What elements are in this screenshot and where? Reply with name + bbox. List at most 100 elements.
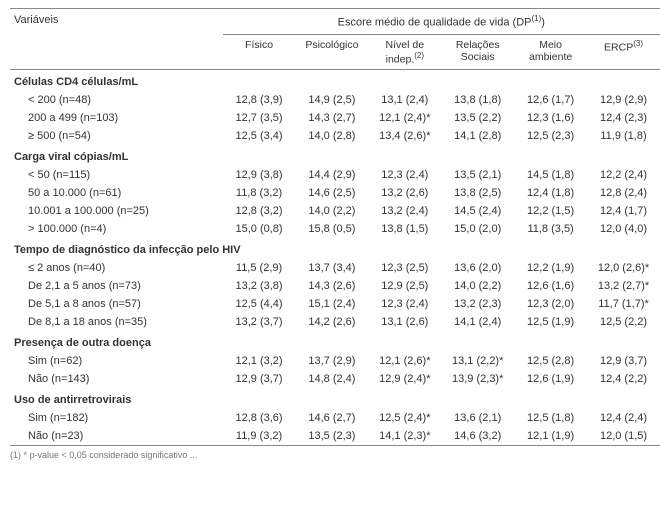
cell-value: 12,1 (3,2) [223,352,296,370]
col-fisico: Físico [223,34,296,70]
cell-value: 14,0 (2,8) [295,127,368,145]
cell-value: 13,6 (2,0) [441,259,514,277]
cell-value: 13,8 (1,8) [441,91,514,109]
cell-value: 14,1 (2,4) [441,313,514,331]
cell-value: 12,8 (3,2) [223,202,296,220]
cell-value: 12,5 (1,9) [514,313,587,331]
section-title: Presença de outra doença [10,331,660,352]
cell-value: 12,2 (1,5) [514,202,587,220]
row-label: 10.001 a 100.000 (n=25) [10,202,223,220]
cell-value: 12,3 (2,0) [514,295,587,313]
cell-value: 15,0 (2,0) [441,220,514,238]
cell-value: 13,9 (2,3)* [441,370,514,388]
table-row: > 100.000 (n=4)15,0 (0,8)15,8 (0,5)13,8 … [10,220,660,238]
table-row: 200 a 499 (n=103)12,7 (3,5)14,3 (2,7)12,… [10,109,660,127]
row-label: Não (n=23) [10,427,223,445]
cell-value: 15,0 (0,8) [223,220,296,238]
cell-value: 14,8 (2,4) [295,370,368,388]
cell-value: 12,5 (2,2) [587,313,660,331]
cell-value: 12,4 (2,3) [587,109,660,127]
cell-value: 11,9 (3,2) [223,427,296,445]
row-label: 200 a 499 (n=103) [10,109,223,127]
row-label: < 200 (n=48) [10,91,223,109]
cell-value: 12,3 (2,4) [368,166,441,184]
cell-value: 14,9 (2,5) [295,91,368,109]
cell-value: 11,8 (3,5) [514,220,587,238]
cell-value: 12,4 (1,7) [587,202,660,220]
cell-value: 12,9 (2,9) [587,91,660,109]
cell-value: 13,5 (2,3) [295,427,368,445]
cell-value: 12,6 (1,9) [514,370,587,388]
cell-value: 13,1 (2,4) [368,91,441,109]
table-row: Não (n=143)12,9 (3,7)14,8 (2,4)12,9 (2,4… [10,370,660,388]
cell-value: 12,5 (3,4) [223,127,296,145]
section-title: Tempo de diagnóstico da infecção pelo HI… [10,238,660,259]
row-label: ≥ 500 (n=54) [10,127,223,145]
cell-value: 12,0 (4,0) [587,220,660,238]
section-title: Uso de antirretrovirais [10,388,660,409]
table-row: De 2,1 a 5 anos (n=73)13,2 (3,8)14,3 (2,… [10,277,660,295]
cell-value: 11,7 (1,7)* [587,295,660,313]
cell-value: 12,5 (2,4)* [368,409,441,427]
header-variaveis: Variáveis [10,9,223,70]
row-label: De 2,1 a 5 anos (n=73) [10,277,223,295]
cell-value: 12,5 (2,8) [514,352,587,370]
cell-value: 12,1 (1,9) [514,427,587,445]
cell-value: 13,8 (2,5) [441,184,514,202]
cell-value: 14,6 (2,5) [295,184,368,202]
cell-value: 12,8 (3,9) [223,91,296,109]
cell-value: 12,3 (2,5) [368,259,441,277]
cell-value: 12,4 (1,8) [514,184,587,202]
row-label: > 100.000 (n=4) [10,220,223,238]
row-label: < 50 (n=115) [10,166,223,184]
cell-value: 12,5 (1,8) [514,409,587,427]
table-row: 10.001 a 100.000 (n=25)12,8 (3,2)14,0 (2… [10,202,660,220]
cell-value: 13,1 (2,2)* [441,352,514,370]
col-ercp: ERCP(3) [587,34,660,70]
cell-value: 11,9 (1,8) [587,127,660,145]
cell-value: 12,5 (4,4) [223,295,296,313]
cell-value: 13,2 (2,6) [368,184,441,202]
cell-value: 15,1 (2,4) [295,295,368,313]
col-meio-ambiente: Meio ambiente [514,34,587,70]
col-relacoes: Relações Sociais [441,34,514,70]
cell-value: 13,7 (2,9) [295,352,368,370]
cell-value: 12,1 (2,4)* [368,109,441,127]
cell-value: 12,9 (3,7) [223,370,296,388]
cell-value: 13,6 (2,1) [441,409,514,427]
cell-value: 12,4 (2,2) [587,370,660,388]
cell-value: 12,9 (2,4)* [368,370,441,388]
cell-value: 14,0 (2,2) [441,277,514,295]
table-row: < 200 (n=48)12,8 (3,9)14,9 (2,5)13,1 (2,… [10,91,660,109]
cell-value: 14,1 (2,8) [441,127,514,145]
cell-value: 13,8 (1,5) [368,220,441,238]
row-label: Não (n=143) [10,370,223,388]
cell-value: 13,5 (2,1) [441,166,514,184]
cell-value: 12,3 (1,6) [514,109,587,127]
cell-value: 12,6 (1,6) [514,277,587,295]
section-title: Células CD4 células/mL [10,70,660,92]
table-row: De 5,1 a 8 anos (n=57)12,5 (4,4)15,1 (2,… [10,295,660,313]
table-row: Não (n=23)11,9 (3,2)13,5 (2,3)14,1 (2,3)… [10,427,660,445]
table-row: Sim (n=182)12,8 (3,6)14,6 (2,7)12,5 (2,4… [10,409,660,427]
table-row: < 50 (n=115)12,9 (3,8)14,4 (2,9)12,3 (2,… [10,166,660,184]
cell-value: 11,8 (3,2) [223,184,296,202]
cell-value: 13,2 (2,3) [441,295,514,313]
row-label: Sim (n=62) [10,352,223,370]
table-body: Células CD4 células/mL< 200 (n=48)12,8 (… [10,70,660,446]
cell-value: 14,6 (2,7) [295,409,368,427]
col-psicologico: Psicológico [295,34,368,70]
cell-value: 12,0 (1,5) [587,427,660,445]
cell-value: 12,4 (2,4) [587,409,660,427]
cell-value: 13,4 (2,6)* [368,127,441,145]
cell-value: 12,6 (1,7) [514,91,587,109]
row-label: ≤ 2 anos (n=40) [10,259,223,277]
cell-value: 12,2 (1,9) [514,259,587,277]
qol-table: Variáveis Escore médio de qualidade de v… [10,8,660,445]
row-label: 50 a 10.000 (n=61) [10,184,223,202]
cell-value: 12,2 (2,4) [587,166,660,184]
cell-value: 13,2 (3,7) [223,313,296,331]
cell-value: 13,2 (2,7)* [587,277,660,295]
cell-value: 12,5 (2,3) [514,127,587,145]
cell-value: 12,7 (3,5) [223,109,296,127]
